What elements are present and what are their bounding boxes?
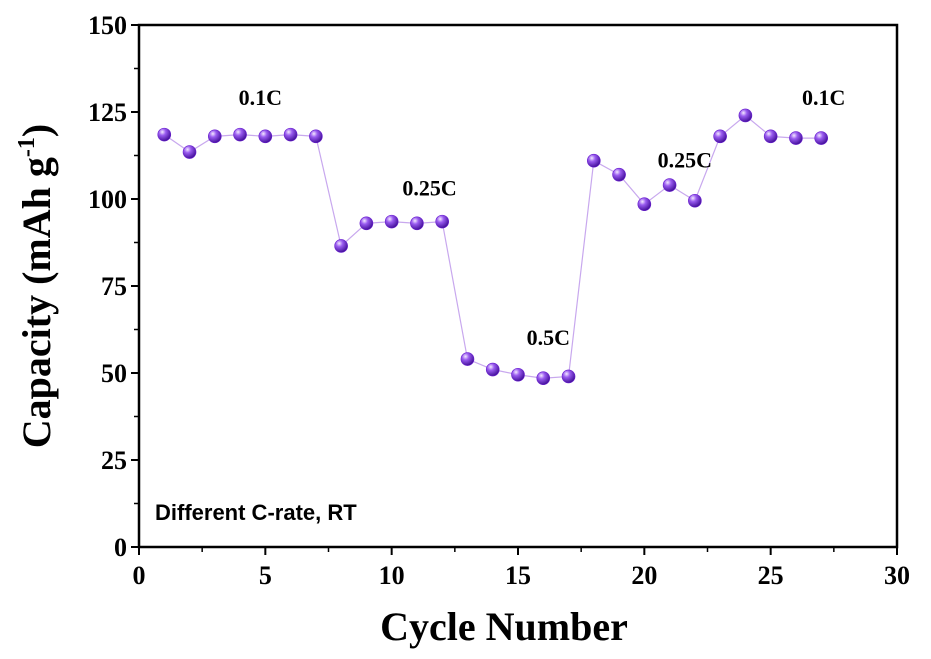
y-axis-label-main: Capacity (mAh g xyxy=(14,157,59,448)
data-point xyxy=(208,129,222,144)
data-point xyxy=(561,369,576,384)
data-point xyxy=(182,145,197,159)
data-point xyxy=(410,216,424,231)
x-tick-label: 10 xyxy=(379,561,405,590)
x-tick-label: 5 xyxy=(259,561,272,590)
data-point xyxy=(283,127,298,142)
data-point xyxy=(586,153,601,168)
data-point xyxy=(435,214,450,229)
data-point xyxy=(713,129,727,144)
y-tick-label: 100 xyxy=(88,185,127,214)
data-point xyxy=(789,131,803,145)
data-point xyxy=(460,352,475,366)
data-point xyxy=(309,129,323,144)
y-axis-label: Capacity (mAh g-1) xyxy=(14,124,59,448)
y-tick-label: 75 xyxy=(101,272,127,301)
data-point xyxy=(157,127,172,142)
x-tick-label: 20 xyxy=(631,561,657,590)
data-point xyxy=(485,362,500,377)
y-tick-label: 0 xyxy=(114,533,127,562)
y-tick-label: 50 xyxy=(101,359,127,388)
condition-note: Different C-rate, RT xyxy=(155,500,357,525)
rate-label: 0.5C xyxy=(527,325,570,350)
y-axis-label-sup: -1 xyxy=(14,137,40,157)
data-point xyxy=(384,214,399,229)
data-point xyxy=(662,178,677,192)
data-points xyxy=(157,108,829,386)
data-point xyxy=(688,193,702,208)
tick-labels: 0 5 10 15 20 25 30 0 25 50 75 100 125 150 xyxy=(88,11,910,590)
data-point xyxy=(258,129,273,144)
rate-annotations: 0.1C 0.25C 0.5C 0.25C 0.1C xyxy=(239,85,846,350)
y-axis-label-close: ) xyxy=(14,124,59,137)
rate-label: 0.1C xyxy=(239,85,282,110)
y-tick-label: 25 xyxy=(101,446,127,475)
data-point xyxy=(511,367,525,382)
data-point xyxy=(814,131,829,145)
axis-ticks xyxy=(131,24,898,555)
x-tick-label: 0 xyxy=(133,561,146,590)
y-tick-label: 150 xyxy=(88,11,127,40)
data-point xyxy=(637,197,652,212)
x-axis-label: Cycle Number xyxy=(380,604,628,649)
data-point xyxy=(536,371,551,386)
x-tick-label: 25 xyxy=(758,561,784,590)
data-point xyxy=(738,108,753,123)
data-point xyxy=(334,239,348,253)
data-point xyxy=(612,167,626,182)
rate-label: 0.1C xyxy=(802,85,845,110)
rate-label: 0.25C xyxy=(402,176,456,201)
data-point xyxy=(763,129,778,144)
plot-frame xyxy=(137,23,899,549)
x-tick-label: 30 xyxy=(884,561,910,590)
data-point xyxy=(359,216,374,231)
rate-label: 0.25C xyxy=(658,148,712,173)
x-tick-label: 15 xyxy=(505,561,531,590)
y-tick-label: 125 xyxy=(88,98,127,127)
data-point xyxy=(233,127,247,142)
